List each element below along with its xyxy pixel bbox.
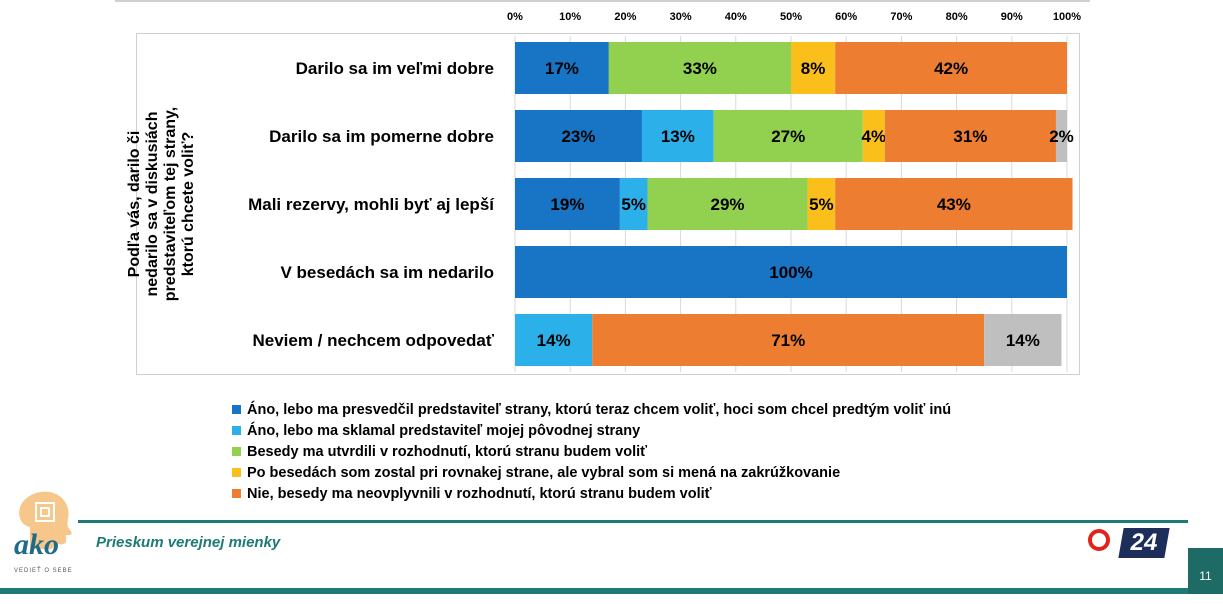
data-label: 71% <box>771 331 805 350</box>
category-label: Darilo sa im pomerne dobre <box>269 127 494 146</box>
bar-segment <box>619 178 648 230</box>
bar-segment <box>884 110 1056 162</box>
top-rule <box>115 0 1090 2</box>
bar-segment <box>713 110 863 162</box>
data-label: 4% <box>862 127 887 146</box>
bar-segment <box>592 314 985 366</box>
data-label: 29% <box>711 195 745 214</box>
bar-segment <box>515 110 642 162</box>
bar-segment <box>835 42 1067 94</box>
data-label: 2% <box>1049 127 1074 146</box>
legend-item: Áno, lebo ma sklamal predstaviteľ mojej … <box>232 423 951 444</box>
category-label: Neviem / nechcem odpovedať <box>252 331 494 350</box>
bar-segment <box>984 314 1062 366</box>
data-label: 5% <box>809 195 834 214</box>
page-number: 11 <box>1188 548 1223 594</box>
legend-label: Po besedách som zostal pri rovnakej stra… <box>247 465 841 481</box>
category-label: V besedách sa im nedarilo <box>280 263 494 282</box>
tv-logo-ring-icon <box>1088 529 1110 551</box>
x-tick-label: 70% <box>890 11 912 23</box>
data-label: 14% <box>537 331 571 350</box>
y-axis-label-line: nedarilo sa v diskusiách <box>144 112 161 297</box>
x-tick-label: 40% <box>725 11 747 23</box>
data-label: 33% <box>683 59 717 78</box>
data-label: 43% <box>937 195 971 214</box>
legend: Áno, lebo ma presvedčil predstaviteľ str… <box>232 402 951 507</box>
data-label: 100% <box>769 263 812 282</box>
x-tick-label: 90% <box>1001 11 1023 23</box>
legend-swatch <box>232 489 241 498</box>
category-label: Darilo sa im veľmi dobre <box>296 59 494 78</box>
data-label: 17% <box>545 59 579 78</box>
legend-label: Nie, besedy ma neovplyvnili v rozhodnutí… <box>247 486 712 502</box>
legend-swatch <box>232 426 241 435</box>
x-tick-label: 0% <box>507 11 523 23</box>
ako-logo-word: ako <box>14 528 59 561</box>
footer-subtitle: Prieskum verejnej mienky <box>96 534 281 551</box>
bar-segment <box>862 110 885 162</box>
data-label: 27% <box>771 127 805 146</box>
data-label: 31% <box>953 127 987 146</box>
tv-logo-text: 24 <box>1118 528 1170 558</box>
bar-segment <box>515 178 620 230</box>
bar-segment <box>807 178 836 230</box>
bottom-bar <box>0 588 1223 594</box>
x-tick-label: 30% <box>670 11 692 23</box>
y-axis-label-line: ktorú chcete voliť? <box>180 132 197 277</box>
legend-swatch <box>232 468 241 477</box>
legend-swatch <box>232 405 241 414</box>
x-tick-label: 10% <box>559 11 581 23</box>
bar-segment <box>835 178 1073 230</box>
data-label: 5% <box>621 195 646 214</box>
bar-segment <box>647 178 808 230</box>
footer-line <box>78 520 1188 523</box>
ako-logo-head-icon <box>19 491 72 549</box>
bar-segment <box>791 42 836 94</box>
legend-label: Áno, lebo ma sklamal predstaviteľ mojej … <box>247 423 641 439</box>
category-label: Mali rezervy, mohli byť aj lepší <box>248 195 495 214</box>
bar-segment <box>515 246 1067 298</box>
bar-segment <box>641 110 714 162</box>
legend-item: Besedy ma utvrdili v rozhodnutí, ktorú s… <box>232 444 951 465</box>
legend-label: Besedy ma utvrdili v rozhodnutí, ktorú s… <box>247 444 648 460</box>
data-label: 42% <box>934 59 968 78</box>
x-tick-label: 20% <box>614 11 636 23</box>
legend-item: Áno, lebo ma presvedčil predstaviteľ str… <box>232 402 951 423</box>
legend-item: Nie, besedy ma neovplyvnili v rozhodnutí… <box>232 486 951 507</box>
x-tick-label: 60% <box>835 11 857 23</box>
legend-swatch <box>232 447 241 456</box>
y-axis-label-line: Podľa vás, darilo či <box>126 131 143 278</box>
data-label: 14% <box>1006 331 1040 350</box>
x-tick-label: 100% <box>1053 11 1081 23</box>
ako-logo-tagline: VEDIEŤ O SEBE <box>14 568 73 574</box>
data-label: 23% <box>561 127 595 146</box>
legend-item: Po besedách som zostal pri rovnakej stra… <box>232 465 951 486</box>
x-tick-label: 50% <box>780 11 802 23</box>
bar-segment <box>515 42 609 94</box>
data-label: 13% <box>661 127 695 146</box>
legend-label: Áno, lebo ma presvedčil predstaviteľ str… <box>247 402 952 418</box>
bar-segment <box>1055 110 1067 162</box>
data-label: 19% <box>550 195 584 214</box>
bar-segment <box>515 314 593 366</box>
bar-segment <box>608 42 791 94</box>
data-label: 8% <box>801 59 826 78</box>
x-tick-label: 80% <box>946 11 968 23</box>
y-axis-label-line: predstaviteľom tej strany, <box>162 107 179 301</box>
